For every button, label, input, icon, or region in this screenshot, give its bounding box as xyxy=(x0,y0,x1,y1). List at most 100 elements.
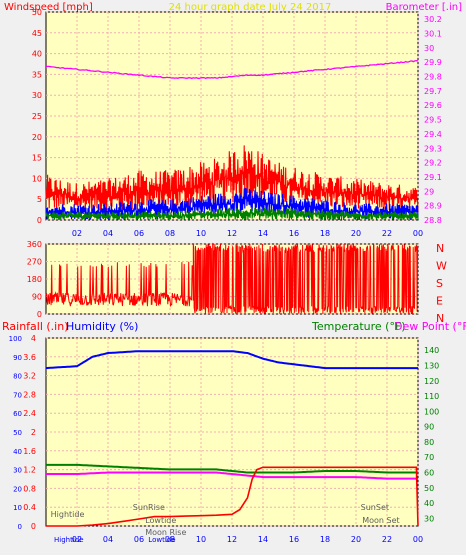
rain-x-tick-label: 20 xyxy=(351,535,361,544)
wind-x-tick-label: 12 xyxy=(227,229,237,238)
bottom-lowtide-label: Lowtide xyxy=(148,536,175,544)
compass-label: S xyxy=(436,277,443,290)
wind-y-tick-label: 25 xyxy=(32,112,42,121)
rain-x-tick-label: 08 xyxy=(165,535,175,544)
barometer-y-tick-label: 29.9 xyxy=(424,58,442,67)
rain-y-tick-label: 0.8 xyxy=(23,484,36,493)
temperature-y-tick-label: 110 xyxy=(424,392,439,401)
rain-x-tick-label: 12 xyxy=(227,535,237,544)
humidity-y-tick-label: 100 xyxy=(9,335,22,343)
rainfall-line xyxy=(46,466,419,527)
chart-title: 24 hour graph date July 24 2017 xyxy=(169,2,332,13)
rain-y-tick-label: 4 xyxy=(31,334,36,343)
wind-y-tick-label: 35 xyxy=(32,70,42,79)
dewpoint-line xyxy=(46,471,418,480)
wind-x-tick-label: 16 xyxy=(289,229,299,238)
rainfall-axis-label: Rainfall (.in) xyxy=(2,320,69,333)
rain-y-tick-label: 1.2 xyxy=(23,466,36,475)
rain-x-tick-label: 14 xyxy=(258,535,268,544)
direction-y-tick-label: 360 xyxy=(27,240,42,249)
dewpoint-axis-label: Dew Point (°F) xyxy=(394,320,466,333)
rain-y-tick-label: 2.4 xyxy=(23,409,36,418)
rain-y-tick-label: 1.6 xyxy=(23,447,36,456)
temperature-y-tick-label: 80 xyxy=(424,438,434,447)
barometer-y-tick-label: 29.7 xyxy=(424,87,442,96)
wind-speed-line xyxy=(45,187,419,221)
wind-y-tick-label: 50 xyxy=(32,8,42,17)
humidity-line xyxy=(45,350,418,370)
wind-x-tick-label: 22 xyxy=(382,229,392,238)
wind-x-tick-label: 00 xyxy=(413,229,423,238)
event-label-moon-set: Moon Set xyxy=(362,516,399,525)
rain-y-tick-label: 2.8 xyxy=(23,390,36,399)
barometer-y-tick-label: 29.3 xyxy=(424,144,442,153)
direction-y-tick-label: 270 xyxy=(27,258,42,267)
barometer-axis-label: Barometer [.in] xyxy=(386,2,462,13)
humidity-y-tick-label: 80 xyxy=(13,373,22,381)
wind-x-tick-label: 10 xyxy=(196,229,206,238)
event-label-moon-rise: Moon Rise xyxy=(145,528,186,537)
bottom-hightide-label: Hightide xyxy=(54,536,84,544)
humidity-y-tick-label: 90 xyxy=(13,354,22,362)
temperature-y-tick-label: 60 xyxy=(424,469,434,478)
wind-x-tick-label: 08 xyxy=(165,229,175,238)
wind-y-tick-label: 30 xyxy=(32,91,42,100)
wind-x-tick-label: 14 xyxy=(258,229,268,238)
wind-y-tick-label: 0 xyxy=(37,216,42,225)
barometer-y-tick-label: 30.2 xyxy=(424,15,442,24)
compass-label: N xyxy=(436,312,444,325)
wind-direction-line xyxy=(45,242,419,315)
wind-average-line xyxy=(45,207,419,221)
barometer-line xyxy=(45,59,419,80)
humidity-y-tick-label: 40 xyxy=(13,448,22,456)
direction-y-tick-label: 90 xyxy=(32,293,42,302)
wind-x-tick-label: 02 xyxy=(72,229,82,238)
rain-y-tick-label: 3.6 xyxy=(23,353,36,362)
rain-y-tick-label: 0.4 xyxy=(23,503,36,512)
wind-x-tick-label: 06 xyxy=(134,229,144,238)
humidity-axis-label: Humidity (%) xyxy=(66,320,138,333)
rain-y-tick-label: 2 xyxy=(31,428,36,437)
direction-y-tick-label: 180 xyxy=(27,275,42,284)
wind-y-tick-label: 15 xyxy=(32,154,42,163)
temperature-y-tick-label: 130 xyxy=(424,362,439,371)
compass-label: E xyxy=(436,295,443,308)
event-label-sunrise: SunRise xyxy=(133,503,165,512)
barometer-y-tick-label: 30.1 xyxy=(424,30,442,39)
rain-x-tick-label: 18 xyxy=(320,535,330,544)
barometer-y-tick-label: 29 xyxy=(424,187,434,196)
windspeed-axis-label: Windspeed [mph] xyxy=(4,2,93,13)
rain-y-tick-label: 3.2 xyxy=(23,372,36,381)
wind-y-tick-label: 45 xyxy=(32,29,42,38)
temperature-y-tick-label: 30 xyxy=(424,514,434,523)
humidity-y-tick-label: 70 xyxy=(13,391,22,399)
compass-label: N xyxy=(436,242,444,255)
temperature-y-tick-label: 90 xyxy=(424,423,434,432)
temperature-y-tick-label: 50 xyxy=(424,484,434,493)
rain-x-tick-label: 16 xyxy=(289,535,299,544)
barometer-y-tick-label: 29.4 xyxy=(424,130,442,139)
wind-y-tick-label: 20 xyxy=(32,133,42,142)
barometer-y-tick-label: 30 xyxy=(424,44,434,53)
direction-y-tick-label: 0 xyxy=(37,310,42,319)
event-label-hightide: Hightide xyxy=(51,510,85,519)
rain-y-tick-label: 0 xyxy=(31,522,36,531)
wind-x-tick-label: 20 xyxy=(351,229,361,238)
event-label-sunset: SunSet xyxy=(361,503,389,512)
wind-x-tick-label: 18 xyxy=(320,229,330,238)
wind-y-tick-label: 5 xyxy=(37,195,42,204)
wind-gust-line xyxy=(45,145,419,212)
rain-x-tick-label: 02 xyxy=(72,535,82,544)
humidity-y-tick-label: 0 xyxy=(18,523,22,531)
temperature-y-tick-label: 70 xyxy=(424,453,434,462)
humidity-y-tick-label: 60 xyxy=(13,410,22,418)
humidity-y-tick-label: 50 xyxy=(13,429,22,437)
barometer-y-tick-label: 29.8 xyxy=(424,73,442,82)
humidity-y-tick-label: 20 xyxy=(13,485,22,493)
wind-y-tick-label: 10 xyxy=(32,174,42,183)
compass-label: W xyxy=(436,260,447,273)
barometer-y-tick-label: 29.1 xyxy=(424,173,442,182)
rain-x-tick-label: 10 xyxy=(196,535,206,544)
temperature-line xyxy=(46,463,418,474)
